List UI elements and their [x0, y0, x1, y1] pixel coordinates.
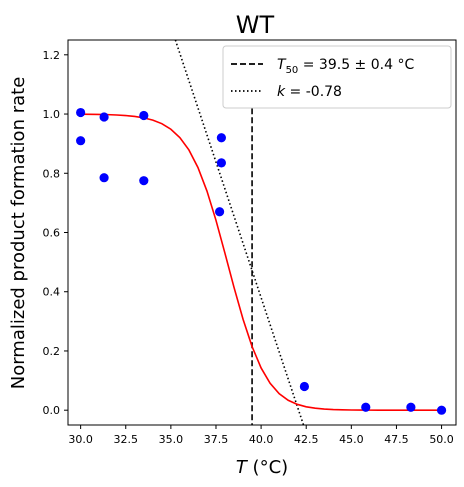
- y-tick-label: 0.4: [43, 286, 61, 299]
- legend-t50-symbol: T: [277, 57, 287, 73]
- x-tick-label: 50.0: [429, 433, 454, 446]
- data-point: [99, 112, 109, 122]
- x-tick-label: 30.0: [68, 433, 93, 446]
- y-tick-label: 0.8: [43, 167, 61, 180]
- x-axis-label: T (°C): [236, 457, 288, 478]
- data-point: [361, 402, 371, 412]
- y-axis: 0.0 0.2 0.4 0.6 0.8 1.0 1.2: [43, 49, 68, 417]
- y-tick-label: 0.0: [43, 404, 61, 417]
- x-axis: 30.0 32.5 35.0 37.5 40.0 42.5 45.0 47.5 50.0: [68, 425, 454, 446]
- y-tick-label: 0.2: [43, 345, 61, 358]
- x-tick-label: 45.0: [339, 433, 364, 446]
- legend-k-symbol: k: [277, 84, 286, 100]
- y-tick-label: 0.6: [43, 227, 61, 240]
- legend-t50-value: = 39.5 ± 0.4 °C: [298, 57, 414, 73]
- x-axis-label-unit: (°C): [247, 457, 288, 478]
- data-point: [76, 107, 86, 118]
- legend: T50 = 39.5 ± 0.4 °C k = -0.78: [222, 45, 452, 109]
- x-axis-label-symbol: T: [236, 457, 249, 478]
- x-tick-label: 32.5: [113, 433, 138, 446]
- x-tick-label: 47.5: [384, 433, 409, 446]
- plot-area: [67, 39, 457, 426]
- x-tick-label: 35.0: [159, 433, 184, 446]
- legend-k-label: k = -0.78: [277, 84, 342, 100]
- data-point: [139, 110, 149, 121]
- data-point: [299, 381, 310, 392]
- x-tick-label: 37.5: [204, 433, 229, 446]
- x-tick-label: 42.5: [294, 433, 319, 446]
- data-point: [99, 173, 109, 183]
- legend-box: [222, 45, 452, 109]
- chart-title: WT: [236, 11, 275, 39]
- plot-series: [76, 40, 447, 425]
- data-point: [436, 405, 447, 415]
- fit-curve: [80, 113, 442, 411]
- data-point: [406, 402, 416, 412]
- data-point: [216, 133, 226, 143]
- legend-k-value: = -0.78: [285, 84, 342, 100]
- y-tick-label: 1.0: [43, 108, 61, 121]
- data-point: [76, 136, 86, 146]
- x-tick-label: 40.0: [249, 433, 274, 446]
- legend-t50-label: T50 = 39.5 ± 0.4 °C: [277, 57, 414, 76]
- data-point: [214, 207, 225, 217]
- y-tick-label: 1.2: [43, 49, 61, 62]
- legend-t50-subscript: 50: [286, 65, 299, 76]
- data-point: [139, 176, 149, 186]
- data-point: [216, 158, 226, 168]
- y-axis-label: Normalized product formation rate: [8, 77, 29, 390]
